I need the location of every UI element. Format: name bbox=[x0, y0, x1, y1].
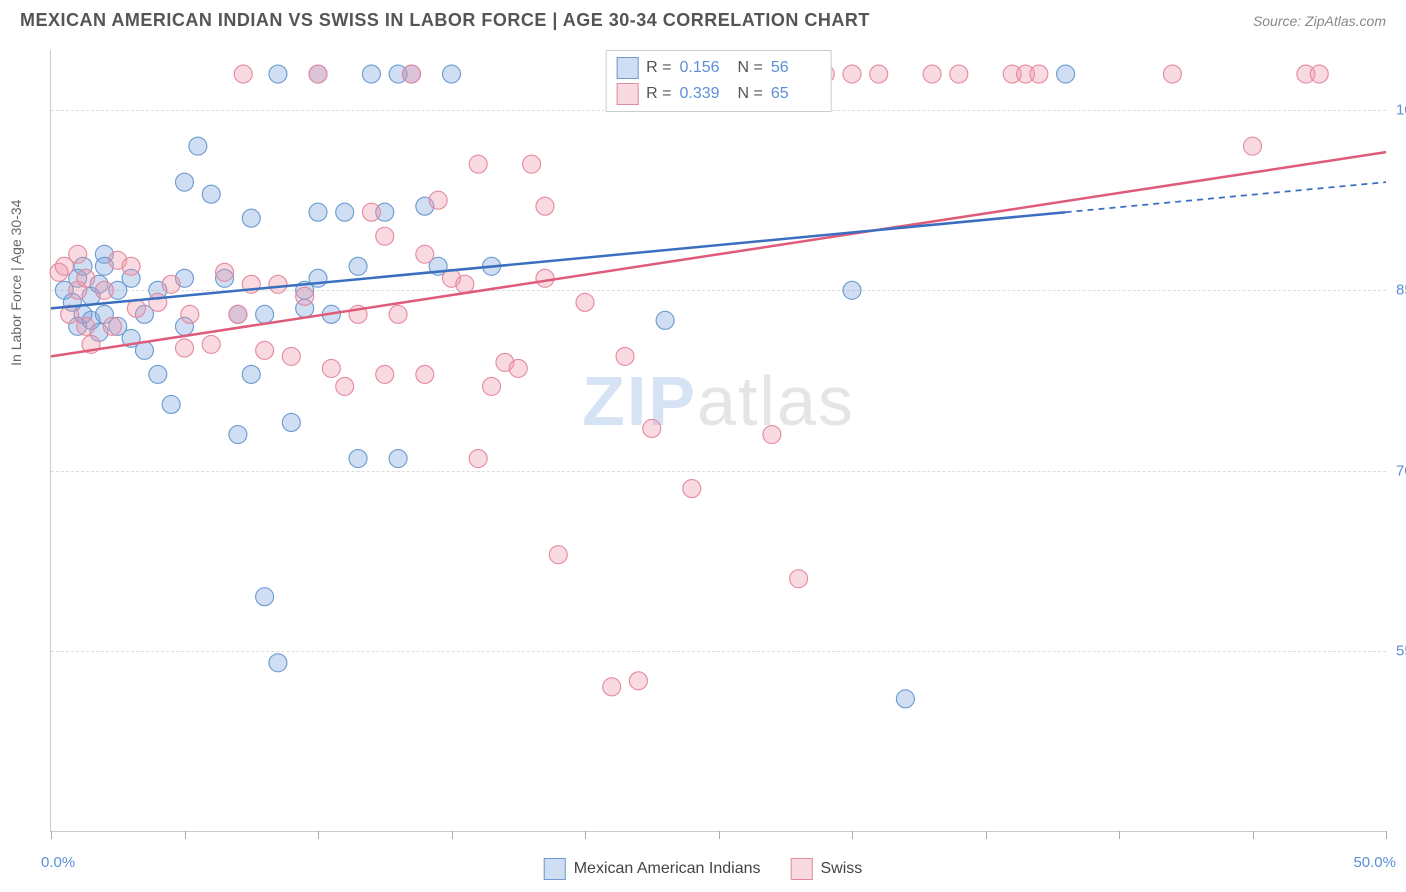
swatch-b bbox=[616, 83, 638, 105]
legend-label-b: Swiss bbox=[820, 860, 862, 878]
legend-item-a: Mexican American Indians bbox=[544, 858, 761, 880]
x-tick bbox=[852, 831, 853, 839]
y-tick-label: 100.0% bbox=[1396, 102, 1406, 119]
correlation-legend: R =0.156 N =56 R =0.339 N =65 bbox=[605, 50, 832, 112]
x-tick bbox=[318, 831, 319, 839]
x-tick bbox=[986, 831, 987, 839]
x-tick bbox=[1386, 831, 1387, 839]
legend-row-a: R =0.156 N =56 bbox=[616, 55, 821, 81]
page-title: MEXICAN AMERICAN INDIAN VS SWISS IN LABO… bbox=[20, 10, 870, 31]
source-label: Source: ZipAtlas.com bbox=[1253, 13, 1386, 29]
x-axis-min: 0.0% bbox=[41, 854, 75, 871]
x-tick bbox=[185, 831, 186, 839]
x-tick bbox=[1253, 831, 1254, 839]
scatter-plot bbox=[51, 50, 1386, 831]
swatch-b-icon bbox=[790, 858, 812, 880]
y-tick-label: 55.0% bbox=[1396, 642, 1406, 659]
y-axis-title: In Labor Force | Age 30-34 bbox=[8, 199, 24, 365]
legend-label-a: Mexican American Indians bbox=[574, 860, 761, 878]
swatch-a bbox=[616, 57, 638, 79]
x-tick bbox=[1119, 831, 1120, 839]
legend-item-b: Swiss bbox=[790, 858, 862, 880]
x-tick bbox=[585, 831, 586, 839]
y-tick-label: 70.0% bbox=[1396, 462, 1406, 479]
y-tick-label: 85.0% bbox=[1396, 282, 1406, 299]
x-tick bbox=[452, 831, 453, 839]
x-axis-max: 50.0% bbox=[1353, 854, 1396, 871]
legend-row-b: R =0.339 N =65 bbox=[616, 81, 821, 107]
x-tick bbox=[719, 831, 720, 839]
x-tick bbox=[51, 831, 52, 839]
chart-area: In Labor Force | Age 30-34 ZIPatlas R =0… bbox=[50, 50, 1386, 832]
swatch-a-icon bbox=[544, 858, 566, 880]
series-legend: Mexican American Indians Swiss bbox=[544, 858, 863, 880]
